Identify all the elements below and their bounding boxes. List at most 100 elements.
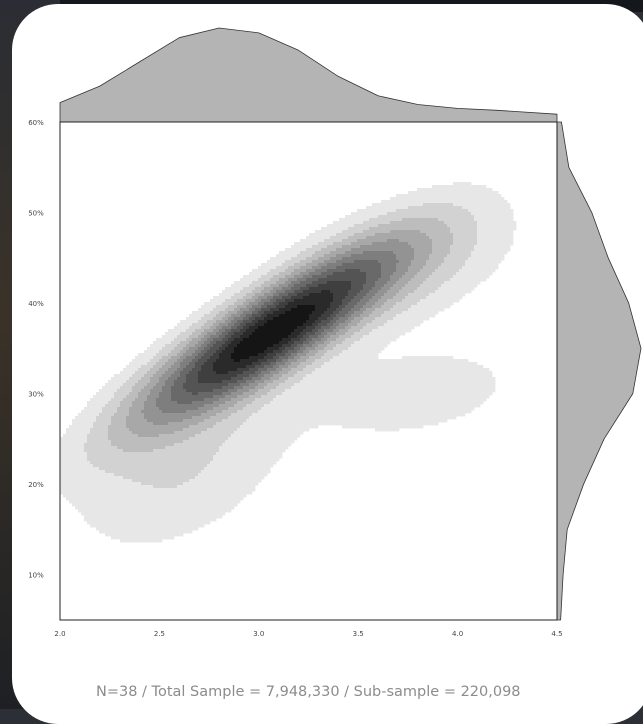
density-cell xyxy=(123,473,127,477)
density-cell xyxy=(237,461,241,465)
density-cell xyxy=(219,386,223,390)
density-cell xyxy=(270,446,274,450)
density-cell xyxy=(141,458,145,462)
density-cell xyxy=(216,512,220,516)
density-cell xyxy=(123,530,127,534)
density-cell xyxy=(129,506,133,510)
density-cell xyxy=(114,398,118,402)
density-cell xyxy=(216,410,220,414)
density-cell xyxy=(294,281,298,285)
density-cell xyxy=(138,395,142,399)
density-cell xyxy=(219,416,223,420)
density-cell xyxy=(84,500,88,504)
density-cell xyxy=(261,380,265,384)
density-cell xyxy=(162,338,166,342)
density-cell xyxy=(288,425,292,429)
density-cell xyxy=(171,404,175,408)
density-cell xyxy=(162,428,166,432)
density-cell xyxy=(219,410,223,414)
density-cell xyxy=(258,359,262,363)
density-cell xyxy=(270,383,274,387)
density-cell xyxy=(207,428,211,432)
density-cell xyxy=(237,488,241,492)
density-cell xyxy=(186,446,190,450)
density-cell xyxy=(279,446,283,450)
density-cell xyxy=(252,365,256,369)
density-cell xyxy=(165,500,169,504)
density-cell xyxy=(240,437,244,441)
density-cell xyxy=(99,428,103,432)
density-cell xyxy=(111,431,115,435)
density-cell xyxy=(192,374,196,378)
density-cell xyxy=(267,410,271,414)
density-cell xyxy=(102,443,106,447)
density-cell xyxy=(69,452,73,456)
density-cell xyxy=(249,413,253,417)
density-cell xyxy=(192,431,196,435)
density-cell xyxy=(183,377,187,381)
density-cell xyxy=(243,425,247,429)
density-cell xyxy=(228,458,232,462)
density-cell xyxy=(126,431,130,435)
density-cell xyxy=(132,422,136,426)
density-cell xyxy=(198,371,202,375)
density-cell xyxy=(96,506,100,510)
density-cell xyxy=(201,485,205,489)
density-cell xyxy=(219,320,223,324)
density-cell xyxy=(153,443,157,447)
density-cell xyxy=(231,404,235,408)
density-cell xyxy=(222,374,226,378)
density-cell xyxy=(279,404,283,408)
density-cell xyxy=(225,431,229,435)
density-cell xyxy=(183,344,187,348)
density-cell xyxy=(183,506,187,510)
density-cell xyxy=(141,362,145,366)
density-cell xyxy=(231,353,235,357)
density-cell xyxy=(87,506,91,510)
density-cell xyxy=(189,467,193,471)
density-cell xyxy=(105,383,109,387)
density-cell xyxy=(111,530,115,534)
density-cell xyxy=(243,416,247,420)
density-cell xyxy=(90,404,94,408)
density-cell xyxy=(282,434,286,438)
density-cell xyxy=(273,269,277,273)
density-cell xyxy=(162,485,166,489)
density-cell xyxy=(177,329,181,333)
density-cell xyxy=(90,464,94,468)
density-cell xyxy=(276,293,280,297)
density-cell xyxy=(219,509,223,513)
density-cell xyxy=(78,413,82,417)
density-cell xyxy=(108,401,112,405)
density-cell xyxy=(279,443,283,447)
density-cell xyxy=(255,479,259,483)
density-cell xyxy=(255,440,259,444)
density-cell xyxy=(246,347,250,351)
density-cell xyxy=(138,410,142,414)
density-cell xyxy=(168,347,172,351)
density-cell xyxy=(279,284,283,288)
density-cell xyxy=(177,416,181,420)
density-cell xyxy=(279,377,283,381)
density-cell xyxy=(177,473,181,477)
density-cell xyxy=(246,458,250,462)
density-cell xyxy=(186,383,190,387)
density-cell xyxy=(159,443,163,447)
density-cell xyxy=(240,377,244,381)
density-cell xyxy=(177,347,181,351)
density-cell xyxy=(219,437,223,441)
density-cell xyxy=(288,278,292,282)
density-cell xyxy=(204,467,208,471)
density-cell xyxy=(216,341,220,345)
density-cell xyxy=(270,302,274,306)
density-cell xyxy=(120,482,124,486)
density-cell xyxy=(228,368,232,372)
density-cell xyxy=(231,377,235,381)
density-cell xyxy=(294,269,298,273)
density-cell xyxy=(234,371,238,375)
density-cell xyxy=(192,314,196,318)
density-cell xyxy=(297,284,301,288)
density-cell xyxy=(144,404,148,408)
density-cell xyxy=(300,263,304,267)
density-cell xyxy=(93,512,97,516)
